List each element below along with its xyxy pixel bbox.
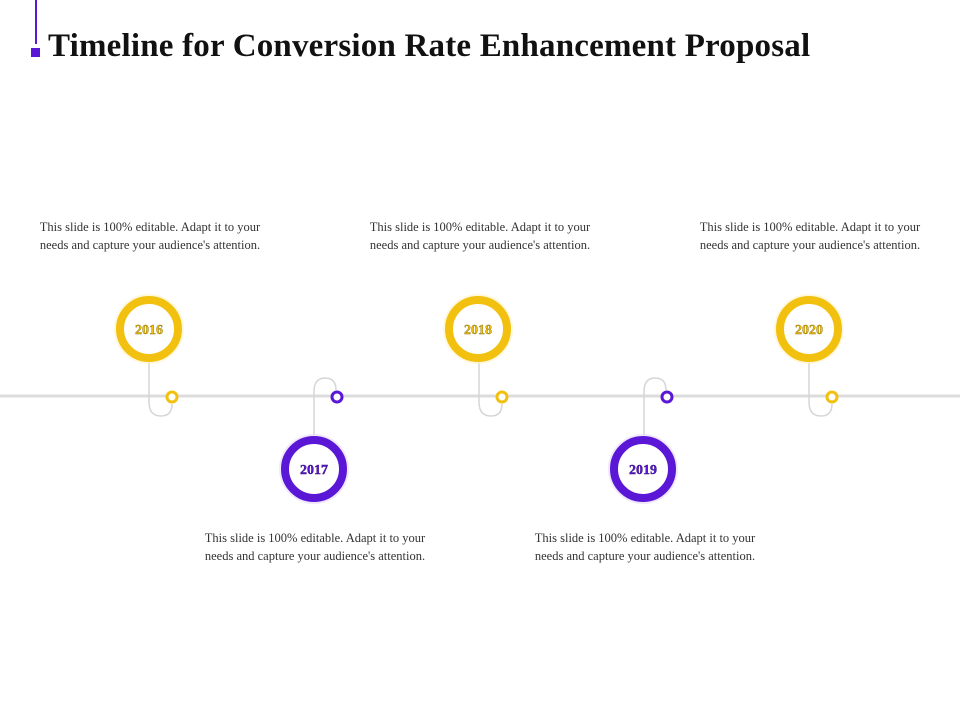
year-label-2019: 2019 <box>629 463 657 478</box>
milestone-description-2020: This slide is 100% editable. Adapt it to… <box>699 220 921 252</box>
milestone-2019: 2019 <box>608 377 678 504</box>
milestone-description-2016: This slide is 100% editable. Adapt it to… <box>39 220 261 252</box>
connector-2017 <box>313 377 337 435</box>
milestone-2016: 2016 <box>114 294 184 417</box>
milestone-description-2017: This slide is 100% editable. Adapt it to… <box>204 531 426 563</box>
timeline-dot-2017 <box>330 390 344 404</box>
milestone-2017: 2017 <box>279 377 349 504</box>
connector-2018 <box>478 362 503 417</box>
milestone-description-2019: This slide is 100% editable. Adapt it to… <box>534 531 756 563</box>
year-label-2016: 2016 <box>135 323 163 338</box>
connector-2016 <box>148 362 173 417</box>
timeline-dot-2020 <box>825 390 839 404</box>
year-circle-2016 <box>116 296 182 362</box>
title-accent-line <box>35 0 37 44</box>
year-circle-2017 <box>281 436 347 502</box>
year-label-2018: 2018 <box>464 323 492 338</box>
connector-2020 <box>808 362 833 417</box>
title-accent-square <box>31 48 40 57</box>
year-circle-2020 <box>776 296 842 362</box>
timeline-dot-2019 <box>660 390 674 404</box>
connector-2019 <box>643 377 667 435</box>
milestone-2020: 2020 <box>774 294 844 417</box>
timeline-dot-2018 <box>495 390 509 404</box>
year-label-2020: 2020 <box>795 323 823 338</box>
year-circle-2019 <box>610 436 676 502</box>
milestone-2018: 2018 <box>443 294 513 417</box>
milestone-description-2018: This slide is 100% editable. Adapt it to… <box>369 220 591 252</box>
year-circle-2018 <box>445 296 511 362</box>
year-label-2017: 2017 <box>300 463 328 478</box>
page-title: Timeline for Conversion Rate Enhancement… <box>48 28 811 64</box>
timeline-dot-2016 <box>165 390 179 404</box>
